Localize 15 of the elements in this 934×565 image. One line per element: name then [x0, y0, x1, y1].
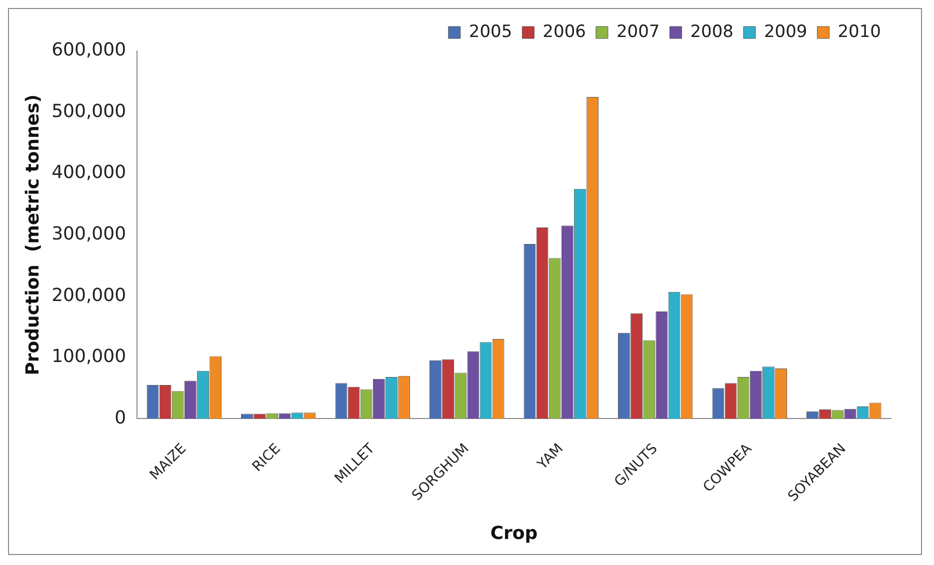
legend-label: 2008: [690, 22, 734, 42]
legend-label: 2007: [616, 22, 660, 42]
x-axis-title: Crop: [490, 522, 538, 544]
y-tick-label: 200,000: [52, 284, 126, 306]
y-tick-label: 100,000: [52, 346, 126, 368]
y-tick-label: 0: [114, 407, 126, 428]
legend-label: 2006: [542, 22, 586, 42]
y-tick-label: 300,000: [52, 224, 126, 245]
y-tick-label: 400,000: [52, 162, 126, 184]
legend-label: 2005: [468, 22, 512, 42]
legend-label: 2010: [838, 22, 881, 42]
y-axis-title: Production (metric tonnes): [22, 94, 44, 376]
y-tick-label: 600,000: [52, 40, 126, 61]
legend-label: 2009: [764, 22, 808, 42]
y-tick-label: 500,000: [52, 100, 126, 122]
